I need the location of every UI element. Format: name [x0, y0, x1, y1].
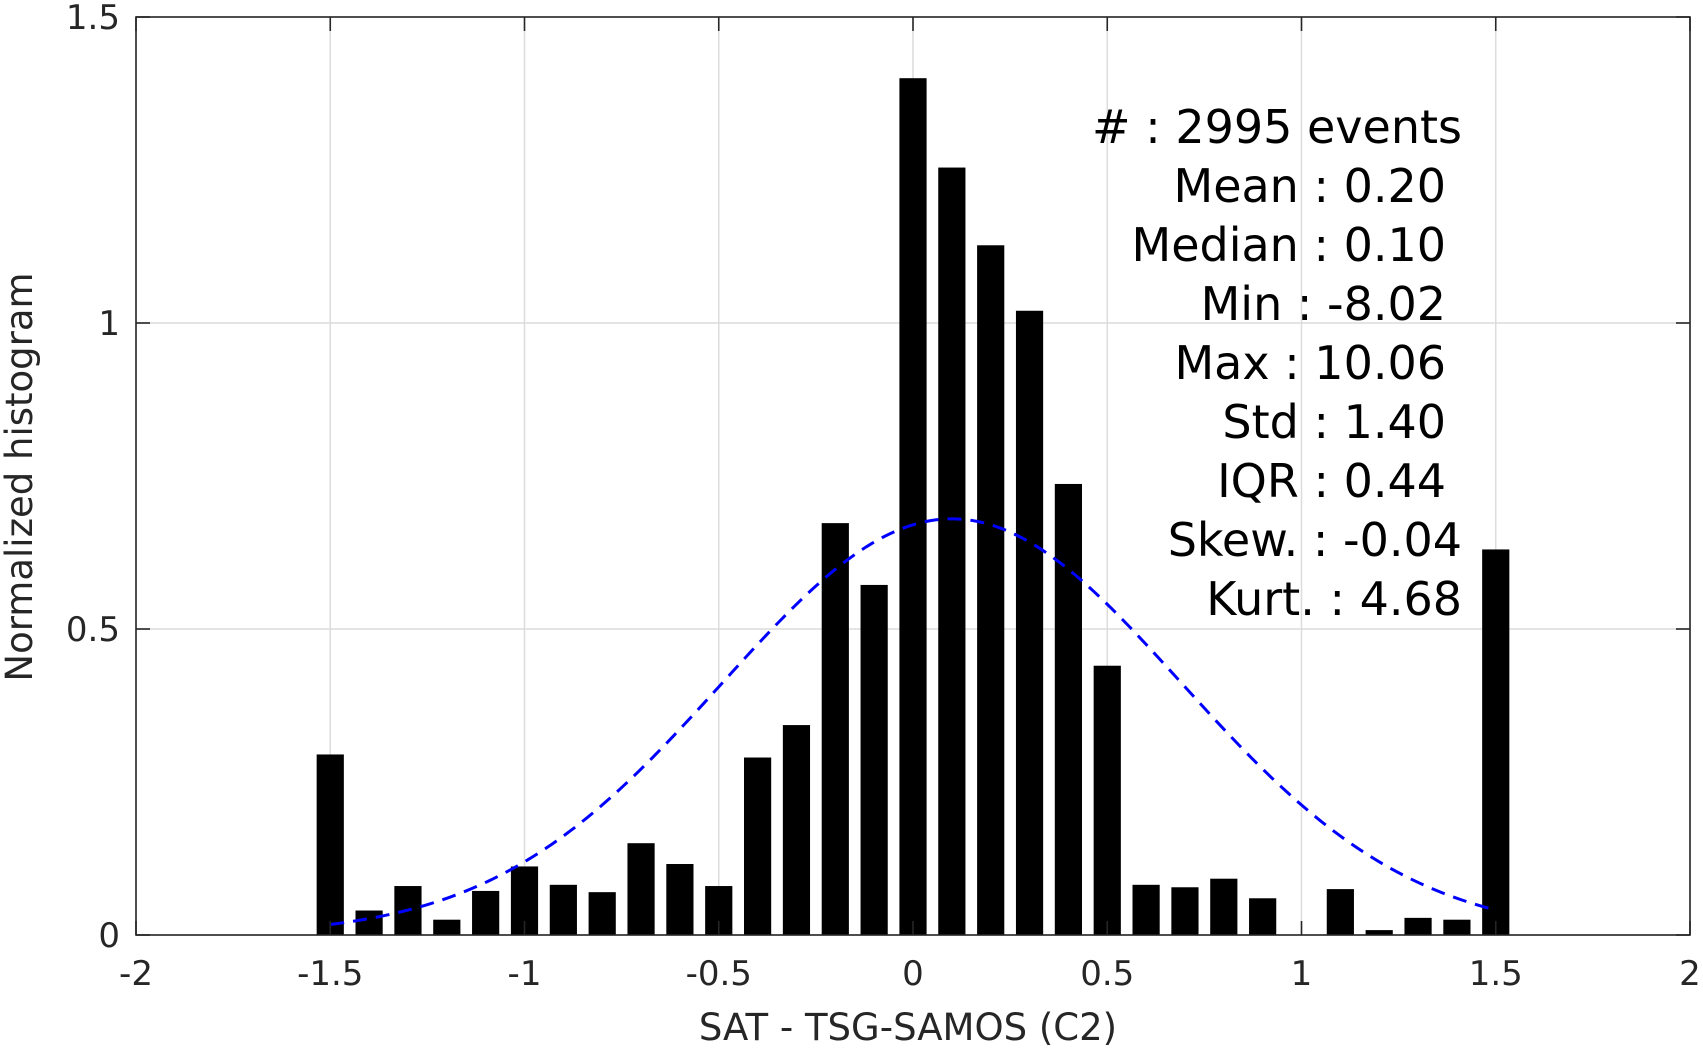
- stat-line: Kurt. : 4.68: [1206, 572, 1462, 626]
- histogram-bar: [549, 884, 577, 935]
- histogram-bars: [316, 78, 1510, 935]
- histogram-bar: [316, 754, 344, 935]
- stat-line: # : 2995 events: [1092, 100, 1462, 154]
- histogram-bar: [1171, 887, 1199, 935]
- x-tick-label: 0: [902, 954, 924, 994]
- x-tick-label: -1.5: [297, 954, 363, 994]
- x-tick-label: 2: [1679, 954, 1701, 994]
- y-axis-label: Normalized histogram: [0, 272, 41, 681]
- histogram-bar: [977, 245, 1005, 935]
- y-tick-label: 0.5: [66, 610, 120, 650]
- histogram-bar: [821, 523, 849, 935]
- stat-line: Min : -8.02: [1201, 277, 1446, 331]
- x-axis-label: SAT - TSG-SAMOS (C2): [699, 1006, 1117, 1049]
- histogram-bar: [899, 78, 927, 935]
- histogram-bar: [1482, 549, 1510, 935]
- x-tick-label: 1: [1291, 954, 1313, 994]
- histogram-bar: [627, 843, 655, 935]
- stat-line: Median : 0.10: [1132, 218, 1446, 272]
- stat-line: Skew. : -0.04: [1168, 513, 1462, 567]
- stat-line: Max : 10.06: [1174, 336, 1446, 390]
- histogram-bar: [1365, 930, 1393, 935]
- histogram-bar: [1249, 898, 1277, 935]
- histogram-bar: [1093, 665, 1121, 935]
- y-axis-ticks: 0 0.5 1 1.5: [66, 0, 1690, 956]
- histogram-bar: [666, 864, 694, 935]
- stat-line: Mean : 0.20: [1174, 159, 1447, 213]
- x-tick-label: -1: [508, 954, 542, 994]
- histogram-bar: [1210, 878, 1238, 935]
- histogram-bar: [860, 584, 888, 935]
- histogram-bar: [1443, 919, 1471, 935]
- stat-line: IQR : 0.44: [1217, 454, 1446, 508]
- x-tick-label: 1.5: [1469, 954, 1523, 994]
- x-tick-label: -0.5: [686, 954, 752, 994]
- fit-curve: [330, 517, 1497, 926]
- y-tick-label: 0: [98, 916, 120, 956]
- stat-line: Std : 1.40: [1222, 395, 1446, 449]
- y-tick-label: 1.5: [66, 0, 120, 38]
- histogram-bar: [1132, 884, 1160, 935]
- histogram-bar: [938, 167, 966, 935]
- y-tick-label: 1: [98, 304, 120, 344]
- histogram-bar: [588, 892, 616, 935]
- histogram-bar: [1404, 917, 1432, 935]
- x-tick-label: 0.5: [1080, 954, 1134, 994]
- histogram-bar: [782, 725, 811, 935]
- histogram-bar: [744, 757, 772, 935]
- x-tick-label: -2: [119, 954, 153, 994]
- histogram-bar: [433, 919, 461, 935]
- histogram-bar: [355, 910, 383, 935]
- histogram-bar: [1015, 310, 1044, 935]
- x-axis-ticks: -2 -1.5 -1 -0.5 0 0.5 1 1.5 2: [119, 17, 1701, 994]
- histogram-bar: [1054, 483, 1082, 935]
- histogram-bar: [1326, 889, 1354, 935]
- histogram-bar: [472, 890, 500, 935]
